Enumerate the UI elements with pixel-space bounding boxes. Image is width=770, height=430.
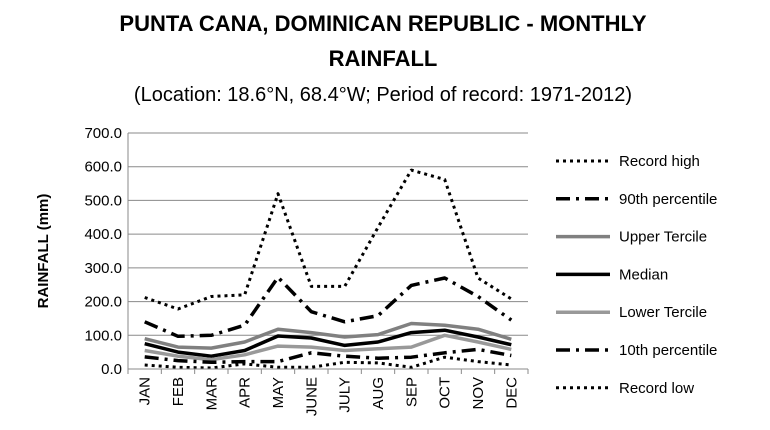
y-tick-label: 300.0 [84,260,122,277]
series-line-median [144,328,512,358]
series-line-upper-tercile [144,321,512,350]
x-tick-label: SEP [403,377,420,407]
x-tick-label: FEB [170,377,187,406]
x-tick-label: APR [237,377,254,408]
x-tick-label: JAN [137,377,154,405]
legend-label: Lower Tercile [619,304,707,321]
gridlines [128,132,528,336]
chart-title-line1: PUNTA CANA, DOMINICAN REPUBLIC - MONTHLY [119,11,646,36]
series-lines [144,168,513,370]
legend-label: Upper Tercile [619,229,707,246]
legend-label: 10th percentile [619,342,717,359]
y-tick-label: 200.0 [84,294,122,311]
series-line-record-high [144,168,513,311]
axes: 0.0 100.0 200.0 300.0 400.0 500.0 600.0 700.0 JA… [84,125,529,416]
legend-label: Median [619,266,668,283]
legend: Record high 90th percentile Upper Tercile M… [556,153,717,397]
series-line-10th-percentile [144,347,512,365]
series-line-record-low [144,355,512,370]
x-tick-label: MAY [270,377,287,408]
y-tick-label: 600.0 [84,159,122,176]
x-tick-label: NOV [470,377,487,410]
y-tick-label: 700.0 [84,125,122,142]
chart-title-line2: RAINFALL [329,46,438,71]
chart-subtitle: (Location: 18.6°N, 68.4°W; Period of rec… [134,84,632,106]
y-tick-label: 0.0 [101,361,122,378]
legend-label: 90th percentile [619,191,717,208]
y-axis-label: RAINFALL (mm) [35,194,52,309]
x-tick-label: JUNE [303,377,320,416]
x-tick-label: JULY [337,377,354,413]
y-tick-label: 400.0 [84,226,122,243]
y-tick-label: 500.0 [84,192,122,209]
x-tick-label: AUG [370,377,387,410]
series-line-lower-tercile [144,333,512,362]
y-tick-label: 100.0 [84,327,122,344]
series-line-90th-percentile [144,275,513,339]
legend-label: Record low [619,380,694,397]
x-tick-label: OCT [437,377,454,409]
legend-label: Record high [619,153,700,170]
x-tick-label: DEC [503,377,520,409]
x-tick-label: MAR [203,377,220,411]
